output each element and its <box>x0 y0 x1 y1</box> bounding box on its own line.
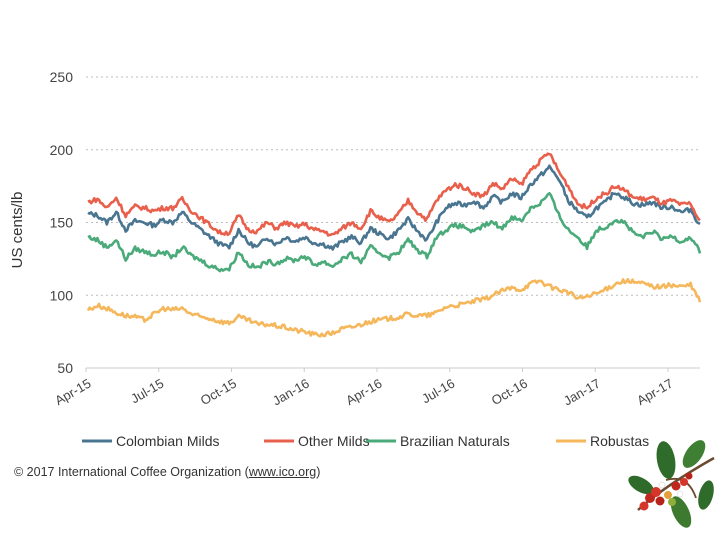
x-axis-ticks: Apr-15 Jul-15 Oct-15 Jan-16 Apr-16 Jul-16 Oct-… <box>52 368 676 409</box>
legend: Colombian Milds Other Milds Brazilian Natu… <box>82 433 649 449</box>
x-tick-label: Apr-17 <box>634 376 675 409</box>
y-tick-label: 250 <box>50 69 74 85</box>
series-line-robustas <box>86 277 702 338</box>
series-line-colombian-milds <box>87 164 701 251</box>
legend-label: Other Milds <box>298 433 370 449</box>
x-tick-label: Jan-16 <box>270 376 312 409</box>
x-tick-label: Oct-15 <box>198 376 239 408</box>
coffee-branch-logo <box>628 440 715 528</box>
series-lines <box>86 152 702 338</box>
x-tick-label: Apr-16 <box>343 376 384 409</box>
y-axis-ticks: 50 100 150 200 250 <box>50 69 74 376</box>
y-tick-label: 150 <box>50 215 74 231</box>
y-tick-label: 200 <box>50 142 74 158</box>
x-tick-label: Jul-16 <box>419 376 457 407</box>
x-tick-label: Jul-15 <box>128 376 166 407</box>
x-tick-label: Oct-16 <box>489 376 530 408</box>
y-axis-label: US cents/lb <box>9 192 26 269</box>
x-tick-label: Apr-15 <box>52 376 93 409</box>
x-tick-label: Jan-17 <box>561 376 603 409</box>
y-tick-label: 100 <box>50 287 74 303</box>
copyright-notice: © 2017 International Coffee Organization… <box>14 465 320 479</box>
series-line-brazilian-naturals <box>87 192 702 273</box>
copyright-prefix: © 2017 International Coffee Organization… <box>14 465 249 479</box>
ico-website-link[interactable]: www.ico.org <box>248 465 317 479</box>
legend-label: Brazilian Naturals <box>400 433 510 449</box>
copyright-suffix: ) <box>316 465 321 479</box>
legend-label: Robustas <box>590 433 649 449</box>
grid-lines <box>86 76 700 296</box>
series-line-other-milds <box>87 152 701 237</box>
legend-label: Colombian Milds <box>116 433 219 449</box>
y-tick-label: 50 <box>57 360 73 376</box>
